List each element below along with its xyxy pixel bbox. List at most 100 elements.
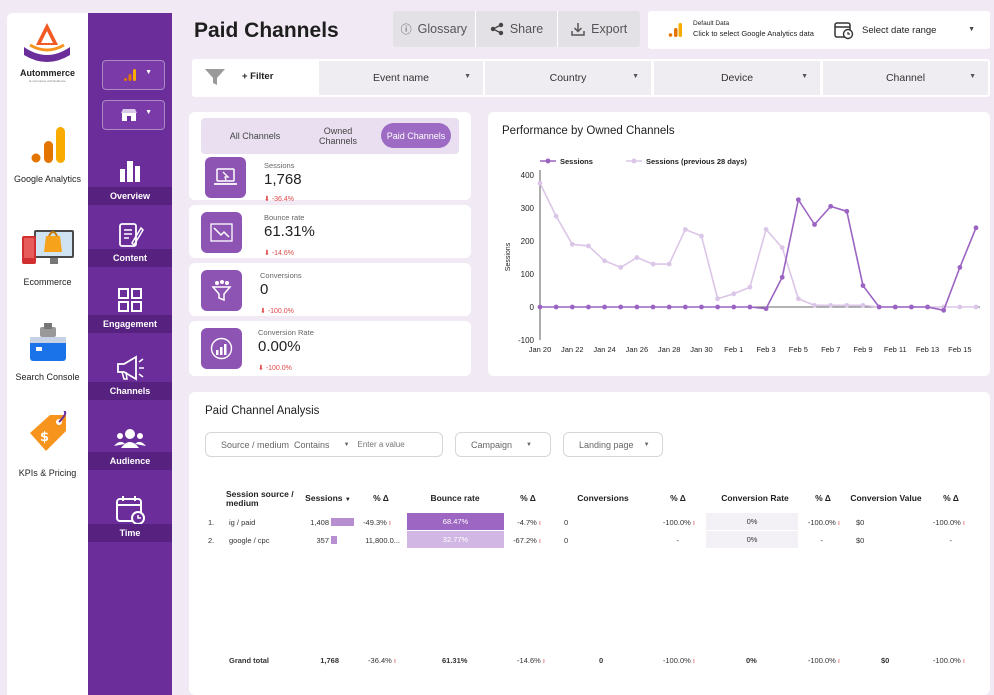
calendar-clock-icon[interactable]: [834, 20, 854, 40]
data-point: [586, 304, 591, 310]
column-header-conversions-change[interactable]: % Δ: [670, 493, 686, 503]
data-point: [537, 304, 543, 310]
rail-kpis-pricing[interactable]: $ KPIs & Pricing: [7, 410, 88, 478]
chevron-down-icon: ▼: [643, 441, 650, 448]
row-sessions-change: 11,800.0...: [365, 536, 400, 545]
down-arrow-icon: ⬇: [264, 250, 272, 257]
change-value: -36.4%: [368, 656, 392, 665]
export-button[interactable]: Export: [558, 11, 640, 47]
down-arrow-icon: ı: [538, 518, 541, 527]
column-header-conversion-rate[interactable]: Conversion Rate: [721, 493, 789, 503]
column-header-conversions[interactable]: Conversions: [577, 493, 629, 503]
nav-channels[interactable]: Channels: [88, 338, 172, 400]
kpi-change-value: -36.4%: [271, 196, 294, 203]
total-conversions-change: -100.0% ı: [645, 656, 695, 665]
tab-owned-channels[interactable]: Owned Channels: [318, 125, 358, 146]
search-console-icon: [29, 323, 66, 361]
property-dropdown[interactable]: ▼: [102, 60, 165, 90]
channel-filter[interactable]: Channel ▼: [823, 61, 988, 95]
chevron-down-icon: ▼: [145, 69, 152, 76]
column-header-source[interactable]: Session source / medium: [226, 489, 294, 508]
row-conversions: 0: [564, 518, 569, 527]
rail-google-analytics[interactable]: Google Analytics: [7, 125, 88, 184]
column-header-value-change[interactable]: % Δ: [943, 493, 959, 503]
change-value: -49.3%: [363, 518, 387, 527]
down-arrow-icon: ı: [692, 518, 695, 527]
match-type-select[interactable]: Contains: [294, 439, 330, 450]
sort-desc-icon: ▼: [344, 497, 351, 503]
column-header-conversion-value[interactable]: Conversion Value: [850, 493, 922, 503]
data-point: [860, 302, 866, 308]
data-point: [731, 304, 737, 310]
data-point: [569, 304, 575, 310]
kpi-label: Conversions: [260, 271, 302, 280]
kpi-icon-box: [201, 328, 242, 369]
campaign-filter[interactable]: Campaign ▼: [455, 432, 551, 457]
data-source-title[interactable]: Default Data: [693, 20, 730, 27]
chevron-down-icon[interactable]: ▼: [343, 441, 350, 448]
x-tick-label: Jan 30: [690, 345, 713, 354]
tab-all-channels[interactable]: All Channels: [229, 130, 281, 141]
nav-audience[interactable]: Audience: [88, 408, 172, 470]
tab-paid-channels[interactable]: Paid Channels: [381, 123, 451, 148]
total-sessions: 1,768: [320, 656, 339, 665]
share-icon: [490, 22, 504, 36]
data-source-hint[interactable]: Click to select Google Analytics data: [693, 29, 814, 38]
column-header-rate-change[interactable]: % Δ: [815, 493, 831, 503]
kpi-change: ⬇ -100.0%: [260, 300, 294, 318]
date-range-select[interactable]: Select date range: [862, 25, 937, 36]
total-conversion-rate: 0%: [746, 656, 757, 665]
row-source: ig / paid: [229, 518, 256, 527]
share-button[interactable]: Share: [476, 11, 559, 47]
rail-search-console[interactable]: Search Console: [7, 323, 88, 382]
filter-label: Event name: [372, 72, 430, 84]
add-filter-button[interactable]: + Filter: [204, 67, 273, 92]
legend-marker: [545, 158, 551, 164]
change-value: -100.0%: [932, 656, 961, 665]
y-tick-label: 0: [530, 303, 535, 312]
nav-engagement[interactable]: Engagement: [88, 271, 172, 333]
column-header-sessions[interactable]: Sessions ▼: [303, 494, 353, 505]
source-medium-input[interactable]: [357, 440, 428, 449]
data-point: [957, 265, 963, 270]
row-rate-change: -100.0% ı: [792, 518, 840, 527]
down-arrow-icon: ı: [393, 656, 396, 665]
nav-content[interactable]: Content: [88, 205, 172, 267]
device-filter[interactable]: Device ▼: [654, 61, 820, 95]
kpi-value: 0.00%: [258, 338, 301, 355]
store-dropdown[interactable]: ▼: [102, 100, 165, 130]
total-conversion-value: $0: [881, 656, 890, 665]
down-arrow-icon: ⬇: [260, 308, 268, 315]
landing-page-filter[interactable]: Landing page ▼: [563, 432, 663, 457]
nav-time[interactable]: Time: [88, 480, 172, 542]
change-value: -100.0%: [662, 518, 691, 527]
event-name-filter[interactable]: Event name ▼: [319, 61, 483, 95]
chevron-down-icon[interactable]: ▼: [968, 26, 975, 33]
data-point: [763, 306, 769, 312]
kpi-change-value: -14.6%: [271, 250, 294, 257]
y-tick-label: 400: [521, 171, 535, 180]
rail-ecommerce[interactable]: Ecommerce: [7, 226, 88, 287]
growth-chart-icon: [210, 337, 233, 360]
row-sessions-change: -49.3% ı: [350, 518, 391, 527]
filter-icon: [205, 69, 225, 85]
campaign-label: Campaign: [471, 439, 513, 450]
nav-overview[interactable]: Overview: [88, 143, 172, 205]
sessions-bar: [331, 536, 337, 544]
column-header-bounce-rate[interactable]: Bounce rate: [430, 493, 480, 503]
x-tick-label: Feb 5: [789, 345, 808, 354]
country-filter[interactable]: Country ▼: [485, 61, 651, 95]
row-index: 2.: [208, 536, 215, 545]
data-point: [892, 304, 898, 310]
google-analytics-icon[interactable]: [668, 22, 683, 38]
column-header-sessions-change[interactable]: % Δ: [373, 493, 389, 503]
source-medium-filter[interactable]: Source / medium Contains ▼: [205, 432, 443, 457]
row-source: google / cpc: [229, 536, 270, 545]
grid-icon: [118, 288, 142, 312]
filter-label: Country: [549, 72, 587, 84]
rail-label: Search Console: [15, 372, 80, 382]
export-label: Export: [591, 22, 628, 36]
column-header-bounce-change[interactable]: % Δ: [520, 493, 536, 503]
glossary-button[interactable]: ⓘ Glossary: [393, 11, 476, 47]
data-point: [634, 255, 640, 260]
